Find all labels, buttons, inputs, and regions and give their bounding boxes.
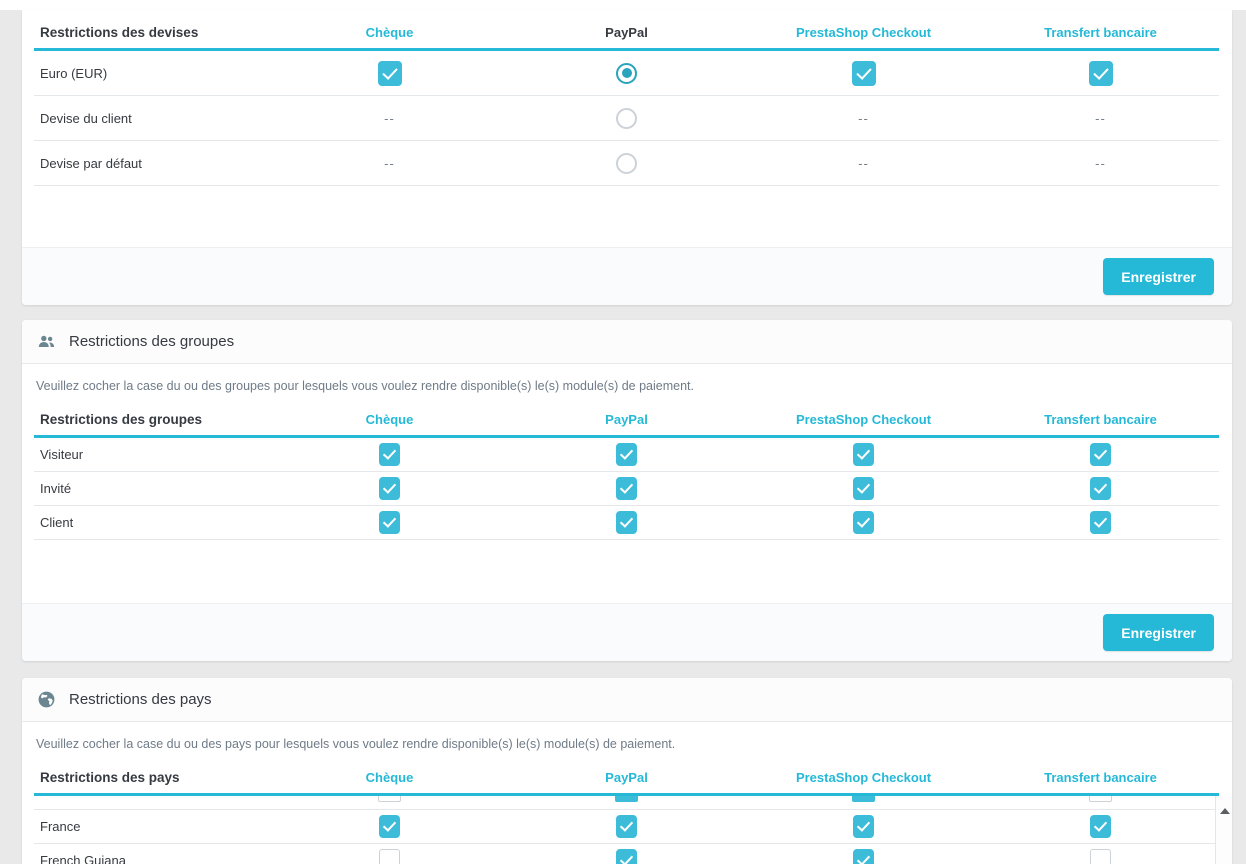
row-label: Devise par défaut [40,155,142,171]
checkbox-invite-prestashop-checkout[interactable] [853,477,874,500]
checkbox-partial-prestashop-checkout[interactable] [852,796,875,802]
column-header-paypal: PayPal [605,770,648,785]
currency-table-title: Restrictions des devises [40,25,199,40]
checkbox-euro-prestashop-checkout[interactable] [851,60,876,86]
checkbox-invite-cheque[interactable] [379,477,400,500]
group-table-header: Restrictions des groupes Chèque PayPal P… [34,397,1219,438]
checkbox-visiteur-prestashop-checkout[interactable] [853,443,874,466]
table-row-french-guiana: French Guiana [34,844,1219,864]
checkbox-partial-transfert-bancaire[interactable] [1089,796,1112,802]
globe-icon [37,690,56,709]
country-restrictions-panel: Restrictions des pays Veuillez cocher la… [22,678,1232,864]
dash-value: -- [1095,110,1106,126]
checkbox-client-prestashop-checkout[interactable] [853,511,874,534]
row-label: French Guiana [40,853,126,864]
currency-restrictions-panel: Restrictions des devises Chèque PayPal P… [22,10,1232,305]
dash-value: -- [384,155,395,171]
table-row-devise-client: Devise du client -- -- -- [34,96,1219,141]
table-scrollbar[interactable] [1215,796,1232,864]
country-panel-header: Restrictions des pays [22,678,1232,722]
checkbox-french-guiana-cheque[interactable] [379,849,400,864]
group-restrictions-table: Restrictions des groupes Chèque PayPal P… [34,397,1219,540]
group-table-title: Restrictions des groupes [40,412,203,427]
table-row-devise-defaut: Devise par défaut -- -- -- [34,141,1219,186]
column-header-paypal: PayPal [605,25,648,40]
currency-restrictions-table: Restrictions des devises Chèque PayPal P… [34,10,1219,186]
checkbox-visiteur-paypal[interactable] [616,443,637,466]
country-table-title: Restrictions des pays [40,770,180,785]
table-row-partially-scrolled [34,796,1219,810]
checkbox-french-guiana-transfert-bancaire[interactable] [1090,849,1111,864]
radio-euro-paypal[interactable] [616,62,637,84]
checkbox-france-transfert-bancaire[interactable] [1090,815,1111,838]
row-label: France [40,819,81,834]
radio-devise-defaut-paypal[interactable] [616,152,637,174]
row-label: Euro (EUR) [40,65,108,81]
group-icon [37,332,56,351]
table-row-euro: Euro (EUR) [34,51,1219,96]
dash-value: -- [384,110,395,126]
row-label: Invité [40,481,72,496]
radio-devise-client-paypal[interactable] [616,107,637,129]
table-row-visiteur: Visiteur [34,438,1219,472]
column-header-prestashop-checkout: PrestaShop Checkout [795,25,932,40]
group-restrictions-panel: Restrictions des groupes Veuillez cocher… [22,320,1232,661]
save-currency-button[interactable]: Enregistrer [1103,258,1214,295]
save-groups-button[interactable]: Enregistrer [1103,614,1214,651]
column-header-prestashop-checkout: PrestaShop Checkout [795,412,932,427]
checkbox-euro-cheque[interactable] [377,60,402,86]
checkbox-invite-paypal[interactable] [616,477,637,500]
checkbox-france-prestashop-checkout[interactable] [853,815,874,838]
country-restrictions-table: Restrictions des pays Chèque PayPal Pres… [34,755,1232,864]
table-row-client: Client [34,506,1219,540]
checkbox-client-cheque[interactable] [379,511,400,534]
currency-table-header: Restrictions des devises Chèque PayPal P… [34,10,1219,51]
checkbox-client-transfert-bancaire[interactable] [1090,511,1111,534]
dash-value: -- [1095,155,1106,171]
checkbox-client-paypal[interactable] [616,511,637,534]
group-panel-footer: Enregistrer [22,603,1232,661]
checkbox-visiteur-transfert-bancaire[interactable] [1090,443,1111,466]
column-header-transfert-bancaire: Transfert bancaire [1044,770,1157,785]
row-label: Visiteur [40,447,84,462]
checkbox-french-guiana-paypal[interactable] [616,849,637,864]
group-panel-header: Restrictions des groupes [22,320,1232,364]
row-label: Devise du client [40,110,132,126]
top-edge [0,0,1246,10]
checkbox-partial-paypal[interactable] [615,796,638,802]
checkbox-france-cheque[interactable] [379,815,400,838]
checkbox-invite-transfert-bancaire[interactable] [1090,477,1111,500]
checkbox-france-paypal[interactable] [616,815,637,838]
table-row-france: France [34,810,1219,844]
row-label: Client [40,515,74,530]
group-panel-title: Restrictions des groupes [69,333,235,350]
column-header-cheque: Chèque [365,770,414,785]
table-row-invite: Invité [34,472,1219,506]
checkbox-visiteur-cheque[interactable] [379,443,400,466]
country-table-header: Restrictions des pays Chèque PayPal Pres… [34,755,1219,796]
checkbox-partial-cheque[interactable] [378,796,401,802]
dash-value: -- [858,110,869,126]
country-table-scroll-area: France French Guiana [34,796,1232,864]
currency-panel-footer: Enregistrer [22,247,1232,305]
column-header-transfert-bancaire: Transfert bancaire [1044,25,1157,40]
dash-value: -- [858,155,869,171]
column-header-prestashop-checkout: PrestaShop Checkout [795,770,932,785]
checkbox-euro-transfert-bancaire[interactable] [1088,60,1113,86]
checkbox-french-guiana-prestashop-checkout[interactable] [853,849,874,864]
column-header-paypal: PayPal [605,412,648,427]
payment-preferences-page: Restrictions des devises Chèque PayPal P… [22,10,1232,864]
group-panel-description: Veuillez cocher la case du ou des groupe… [36,379,695,393]
country-panel-title: Restrictions des pays [69,691,212,708]
scrollbar-up-arrow-icon[interactable] [1216,802,1232,819]
column-header-cheque: Chèque [365,412,414,427]
country-panel-description: Veuillez cocher la case du ou des pays p… [36,737,676,751]
column-header-transfert-bancaire: Transfert bancaire [1044,412,1157,427]
column-header-cheque: Chèque [365,25,414,40]
